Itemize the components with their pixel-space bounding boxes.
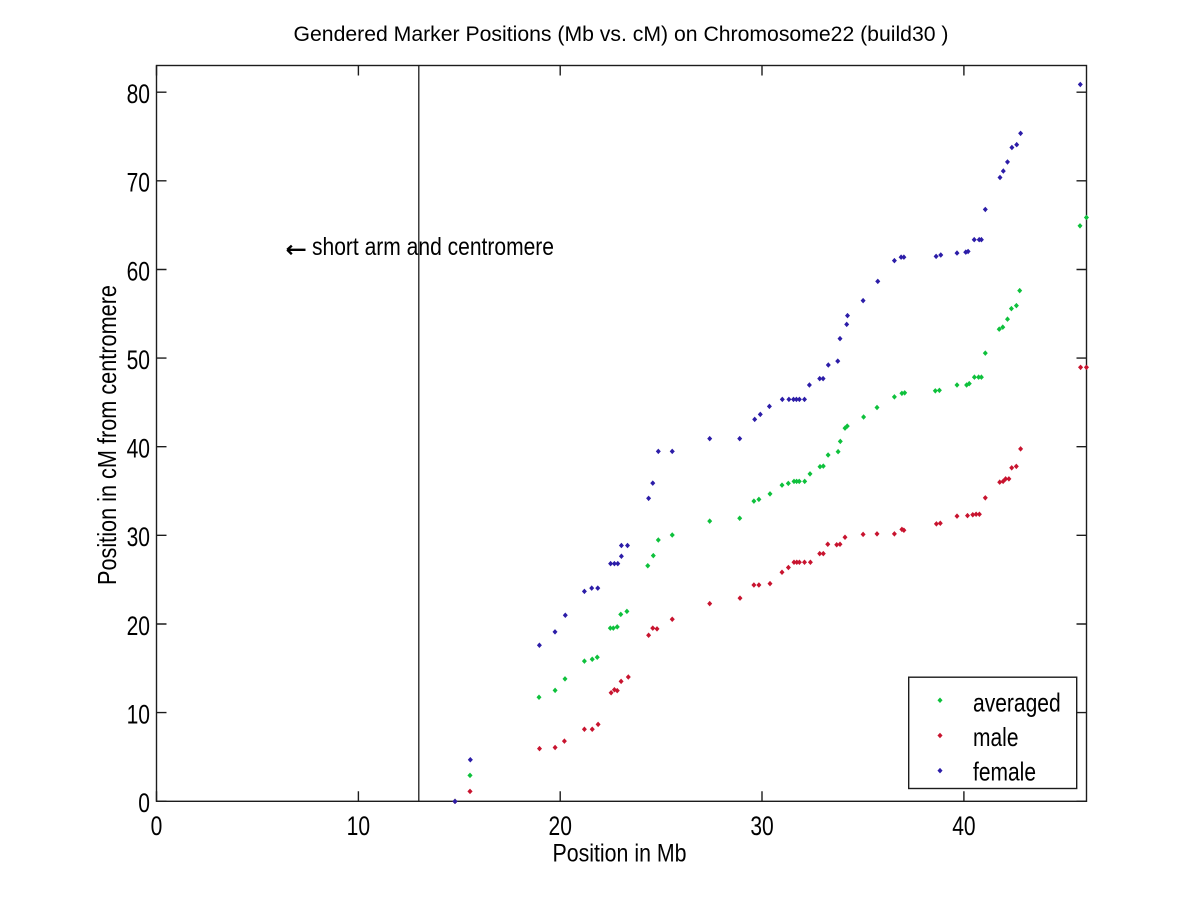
svg-text:30: 30 [127,522,150,552]
svg-text:Gendered Marker Positions (Mb: Gendered Marker Positions (Mb vs. cM) on… [294,23,949,46]
svg-text:short arm and centromere: short arm and centromere [312,233,554,261]
svg-text:male: male [973,722,1019,752]
svg-text:averaged: averaged [973,688,1061,718]
svg-text:20: 20 [127,611,150,641]
svg-text:Position in Mb: Position in Mb [553,840,687,868]
svg-text:50: 50 [127,345,150,375]
svg-text:0: 0 [151,811,163,841]
svg-text:10: 10 [347,811,370,841]
svg-text:0: 0 [138,788,150,818]
svg-text:40: 40 [127,434,150,464]
svg-text:60: 60 [127,256,150,286]
svg-text:40: 40 [952,811,975,841]
svg-text:70: 70 [127,168,150,198]
svg-text:80: 80 [127,79,150,109]
svg-text:female: female [973,757,1036,787]
svg-text:30: 30 [750,811,773,841]
svg-text:20: 20 [549,811,572,841]
svg-text:10: 10 [127,699,150,729]
svg-text:Position in cM from centromere: Position in cM from centromere [92,285,122,585]
